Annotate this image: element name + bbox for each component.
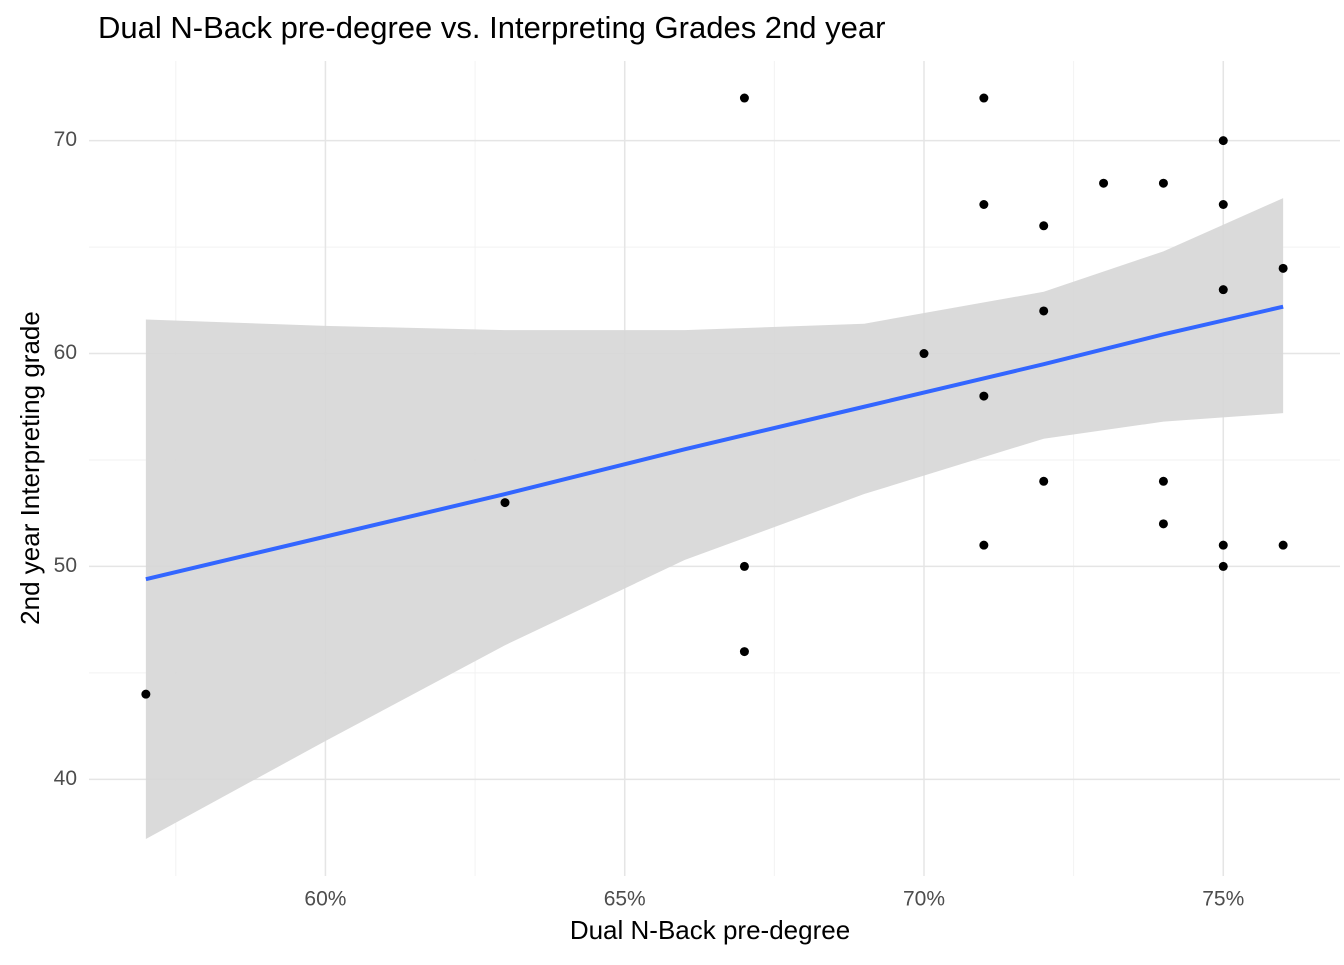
point xyxy=(739,93,749,103)
point xyxy=(1158,519,1168,529)
y-tick-label: 40 xyxy=(54,767,77,790)
point xyxy=(1158,476,1168,486)
point xyxy=(979,199,989,209)
point xyxy=(979,93,989,103)
point xyxy=(1039,221,1049,231)
point xyxy=(1278,540,1288,550)
point xyxy=(979,540,989,550)
fit-line xyxy=(145,304,1284,582)
y-axis-label: 2nd year Interpreting grade xyxy=(15,311,45,625)
point xyxy=(979,391,989,401)
x-tick-label: 65% xyxy=(604,888,646,911)
y-tick-label: 70 xyxy=(54,128,77,151)
x-tick-label: 70% xyxy=(903,888,945,911)
point xyxy=(739,561,749,571)
point xyxy=(919,349,929,359)
point xyxy=(1218,136,1228,146)
point xyxy=(1218,561,1228,571)
point xyxy=(1039,306,1049,316)
point xyxy=(1218,199,1228,209)
confidence-band xyxy=(145,198,1284,839)
point xyxy=(1218,540,1228,550)
y-tick-label: 60 xyxy=(54,341,77,364)
x-axis-label: Dual N-Back pre-degree xyxy=(570,915,850,945)
point xyxy=(500,498,510,508)
point xyxy=(1039,476,1049,486)
point xyxy=(1158,178,1168,188)
point xyxy=(141,689,151,699)
point xyxy=(1278,263,1288,273)
chart-title: Dual N-Back pre-degree vs. Interpreting … xyxy=(98,10,885,45)
x-tick-label: 75% xyxy=(1202,888,1244,911)
y-tick-label: 50 xyxy=(54,554,77,577)
point xyxy=(739,647,749,657)
x-tick-label: 60% xyxy=(304,888,346,911)
point xyxy=(1218,285,1228,295)
point xyxy=(1099,178,1109,188)
